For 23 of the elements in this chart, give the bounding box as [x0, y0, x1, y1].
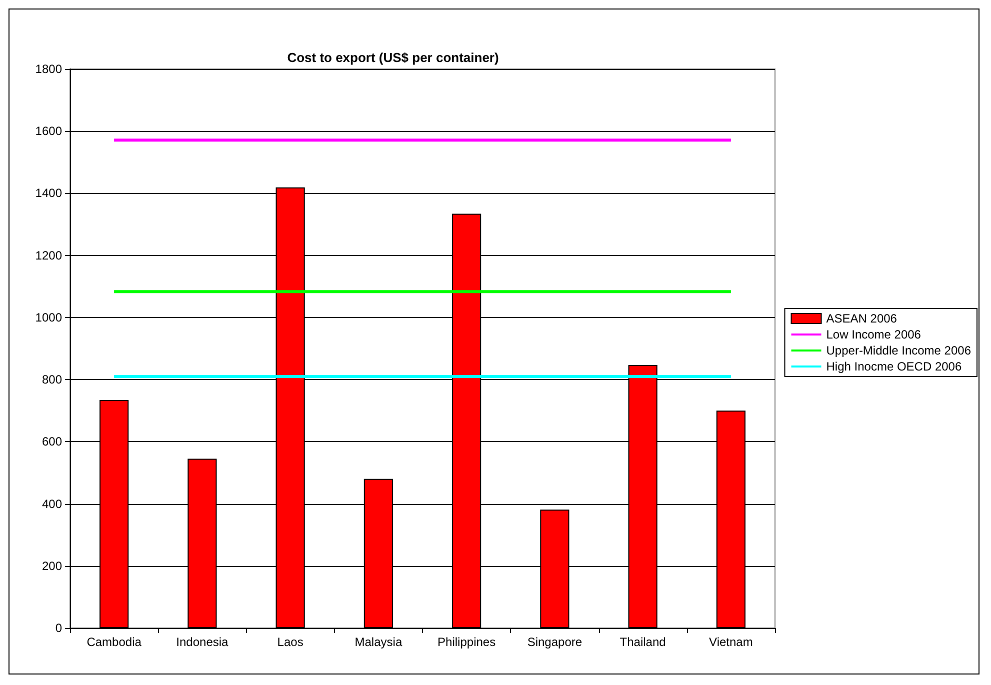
legend-label: High Inocme OECD 2006	[826, 360, 962, 374]
legend-label: ASEAN 2006	[826, 312, 898, 326]
y-tick-label: 1600	[35, 124, 62, 138]
y-tick-label: 600	[42, 434, 62, 449]
legend-label: Upper-Middle Income 2006	[826, 344, 972, 358]
y-tick-label: 1200	[35, 248, 62, 262]
y-tick-label: 1800	[35, 62, 62, 76]
x-tick-label: Cambodia	[86, 635, 142, 649]
x-tick-label: Malaysia	[354, 635, 402, 649]
y-tick-label: 800	[42, 372, 62, 387]
x-tick-label: Vietnam	[709, 635, 753, 649]
x-tick-label: Indonesia	[176, 635, 229, 649]
legend-label: Low Income 2006	[826, 328, 922, 342]
chart-title: Cost to export (US$ per container)	[287, 50, 499, 65]
y-tick-label: 200	[42, 558, 62, 573]
y-tick-label: 1400	[35, 186, 62, 200]
x-tick-label: Singapore	[527, 635, 582, 649]
x-tick-label: Laos	[277, 635, 304, 649]
y-tick-label: 1000	[35, 310, 62, 324]
y-tick-label: 400	[42, 496, 62, 511]
x-tick-label: Thailand	[620, 635, 666, 649]
y-tick-label: 0	[55, 621, 62, 635]
x-tick-label: Philippines	[438, 635, 496, 649]
